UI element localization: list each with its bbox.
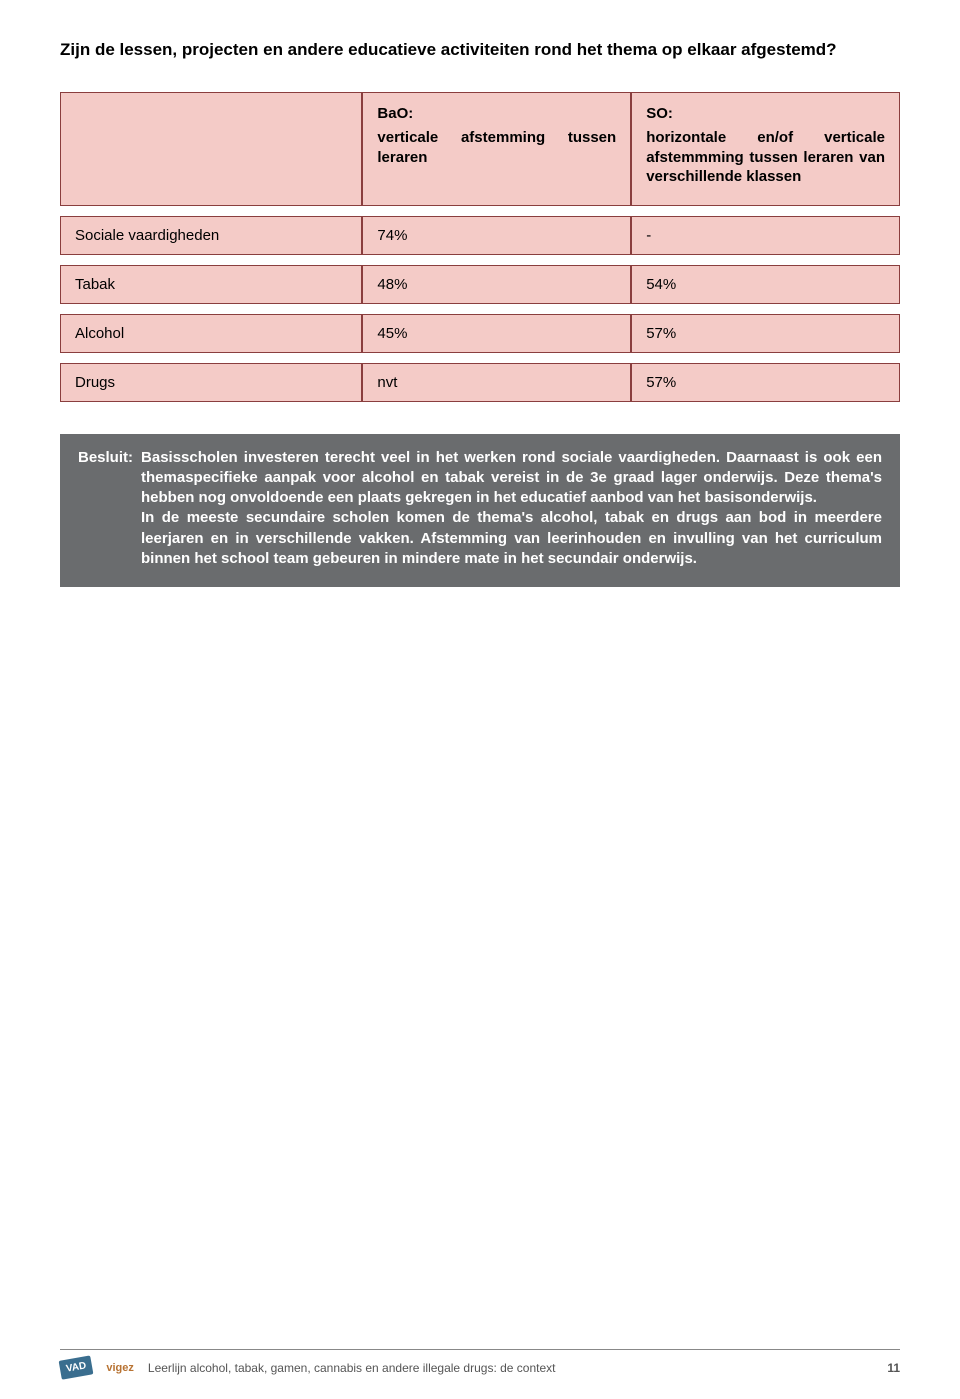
besluit-box: Besluit: Basisscholen investeren terecht…	[60, 434, 900, 588]
row-bao: nvt	[362, 363, 631, 402]
page-number: 11	[887, 1361, 900, 1375]
afstemming-table: BaO: verticale afstemming tussen leraren…	[60, 82, 900, 412]
footer-title: Leerlijn alcohol, tabak, gamen, cannabis…	[148, 1361, 556, 1375]
header-cell-empty	[60, 92, 362, 206]
row-label: Drugs	[60, 363, 362, 402]
bao-label: BaO:	[377, 105, 616, 122]
page-footer: VAD vigez Leerlijn alcohol, tabak, gamen…	[0, 1349, 960, 1377]
vad-logo: VAD	[59, 1355, 94, 1379]
table-row: Tabak 48% 54%	[60, 265, 900, 304]
table-row: Drugs nvt 57%	[60, 363, 900, 402]
vigez-logo: vigez	[106, 1362, 134, 1374]
so-label: SO:	[646, 105, 885, 122]
row-bao: 45%	[362, 314, 631, 353]
besluit-text: Basisscholen investeren terecht veel in …	[141, 448, 882, 570]
row-so: 57%	[631, 363, 900, 402]
table-row: Sociale vaardigheden 74% -	[60, 216, 900, 255]
table-header-row: BaO: verticale afstemming tussen leraren…	[60, 92, 900, 206]
header-cell-bao: BaO: verticale afstemming tussen leraren	[362, 92, 631, 206]
so-sublabel: horizontale en/of verticale afstemmming …	[646, 128, 885, 187]
row-so: -	[631, 216, 900, 255]
table-row: Alcohol 45% 57%	[60, 314, 900, 353]
row-bao: 74%	[362, 216, 631, 255]
row-label: Alcohol	[60, 314, 362, 353]
row-so: 57%	[631, 314, 900, 353]
bao-sublabel: verticale afstemming tussen leraren	[377, 128, 616, 167]
page-title: Zijn de lessen, projecten en andere educ…	[60, 40, 900, 60]
header-cell-so: SO: horizontale en/of verticale afstemmm…	[631, 92, 900, 206]
row-so: 54%	[631, 265, 900, 304]
row-label: Tabak	[60, 265, 362, 304]
row-label: Sociale vaardigheden	[60, 216, 362, 255]
row-bao: 48%	[362, 265, 631, 304]
besluit-label: Besluit:	[78, 448, 141, 570]
